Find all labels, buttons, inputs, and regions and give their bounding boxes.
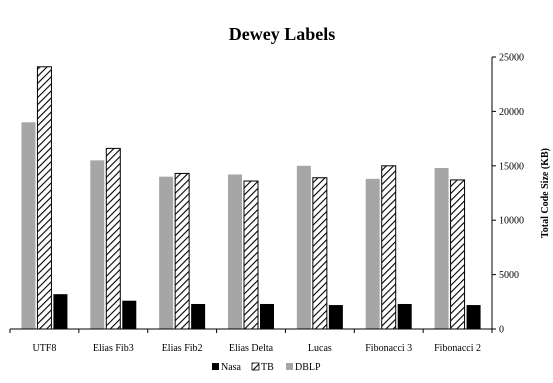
legend-swatch-tb (251, 362, 260, 371)
bar-dblp-fibonacci-2 (434, 167, 449, 329)
y-tick-label: 25000 (499, 53, 524, 64)
bar-dblp-fibonacci-3 (365, 178, 380, 329)
x-tick-label: Elias Fib2 (162, 343, 203, 354)
y-axis-label: Total Code Size (KB) (540, 148, 551, 238)
bar-dblp-utf8 (21, 122, 36, 329)
chart-title: Dewey Labels (229, 24, 336, 44)
bar-tb-elias-delta (243, 180, 259, 330)
bar-dblp-elias-fib3 (90, 160, 105, 329)
legend-label-tb: TB (261, 362, 274, 373)
bar-tb-elias-fib3 (105, 147, 121, 330)
y-tick-label: 0 (499, 325, 504, 336)
bar-tb-fibonacci-3 (381, 165, 397, 330)
legend-swatch-nasa (212, 363, 219, 370)
bar-nasa-elias-fib2 (191, 303, 206, 329)
x-tick-label: Elias Delta (229, 343, 274, 354)
x-tick-label: UTF8 (32, 343, 56, 354)
bar-nasa-utf8 (53, 294, 68, 329)
bar-tb-elias-fib2 (174, 172, 190, 330)
legend: Nasa TB DBLP (212, 362, 321, 373)
bar-dblp-lucas (296, 165, 311, 329)
bar-dblp-elias-delta (228, 174, 242, 329)
bar-tb-fibonacci-2 (450, 179, 466, 330)
x-tick-label: Fibonacci 3 (365, 343, 412, 354)
bar-nasa-fibonacci-2 (466, 305, 481, 329)
bar-tb-utf8 (36, 66, 52, 330)
legend-label-dblp: DBLP (295, 362, 321, 373)
bar-nasa-elias-fib3 (122, 300, 137, 329)
bar-nasa-lucas (328, 305, 343, 329)
bars-group (21, 66, 481, 330)
bar-dblp-elias-fib2 (159, 176, 174, 329)
bar-nasa-fibonacci-3 (397, 303, 412, 329)
bar-nasa-elias-delta (260, 303, 274, 329)
legend-label-nasa: Nasa (221, 362, 242, 373)
y-tick-label: 5000 (499, 270, 519, 281)
y-tick-label: 20000 (499, 107, 524, 118)
y-tick-label: 10000 (499, 216, 524, 227)
bar-tb-lucas (312, 177, 328, 330)
legend-swatch-dblp (286, 363, 293, 370)
x-tick-label: Elias Fib3 (93, 343, 134, 354)
axes-group: UTF8 Elias Fib3 Elias Fib2 Elias Delta Lucas… (9, 53, 551, 354)
x-tick-label: Fibonacci 2 (434, 343, 481, 354)
x-tick-label: Lucas (308, 343, 332, 354)
y-tick-label: 15000 (499, 161, 524, 172)
